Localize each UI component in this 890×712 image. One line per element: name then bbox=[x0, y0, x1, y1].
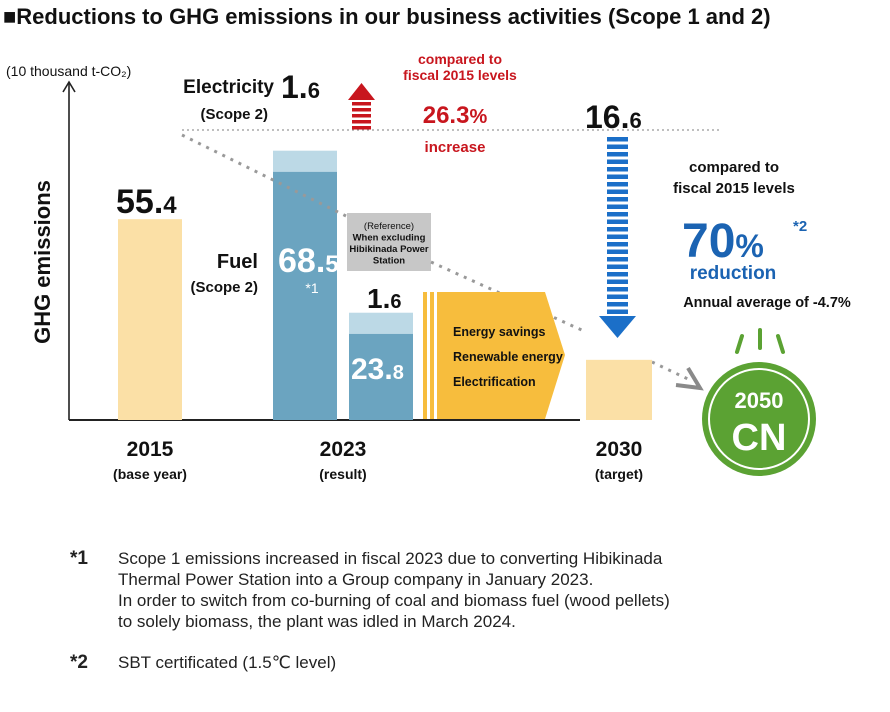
trend-dotted-line bbox=[651, 360, 691, 382]
reduction-arrow-stripe bbox=[607, 264, 628, 269]
measures-stripe bbox=[423, 292, 427, 419]
reduction-arrow-stripe bbox=[607, 249, 628, 254]
reduction-arrow-stripe bbox=[607, 287, 628, 292]
reduction-arrow-stripe bbox=[607, 279, 628, 284]
reduction-arrow-stripe bbox=[607, 257, 628, 262]
reduction-arrow-stripe bbox=[607, 219, 628, 224]
category-year-label: 2030 bbox=[596, 438, 643, 461]
reference-note-line: Hibikinada Power bbox=[349, 244, 428, 255]
reduction-arrow-stripe bbox=[607, 309, 628, 314]
reference-box bbox=[347, 213, 431, 271]
reduction-arrow-stripe bbox=[607, 212, 628, 217]
increase-caption: compared to bbox=[418, 51, 502, 67]
trend-dotted-line bbox=[181, 133, 347, 218]
reduction-arrow-stripe bbox=[607, 137, 628, 142]
reduction-arrow-stripe bbox=[607, 167, 628, 172]
bar-label-reference-electricity: 1.6 bbox=[367, 283, 401, 314]
trend-arrowhead bbox=[675, 366, 704, 391]
increase-value: 26.3% bbox=[423, 102, 488, 129]
y-axis-label: GHG emissions bbox=[30, 180, 55, 344]
footnote-text: Scope 1 emissions increased in fiscal 20… bbox=[118, 549, 670, 631]
measure-item: Electrification bbox=[453, 375, 536, 389]
reduction-word: reduction bbox=[690, 263, 777, 284]
category-sub-label: (target) bbox=[595, 466, 643, 482]
electricity-scope-label: (Scope 2) bbox=[200, 106, 268, 123]
reduction-arrow-stripe bbox=[607, 294, 628, 299]
footnote-text: SBT certificated (1.5℃ level) bbox=[118, 653, 337, 672]
fuel-label: Fuel bbox=[217, 251, 258, 273]
footnote-marker-1: *1 bbox=[305, 280, 318, 296]
reduction-arrow-stripe bbox=[607, 242, 628, 247]
reduction-arrow-stripe bbox=[607, 159, 628, 164]
footnote-marker-2: *2 bbox=[793, 218, 807, 235]
increase-arrow-stripe bbox=[352, 114, 371, 118]
bar-2015 bbox=[118, 219, 182, 420]
fuel-scope-label: (Scope 2) bbox=[190, 279, 258, 296]
reduction-arrow-stripe bbox=[607, 272, 628, 277]
reference-note-line: (Reference) bbox=[364, 221, 414, 232]
increase-caption: fiscal 2015 levels bbox=[403, 67, 517, 83]
y-axis-unit: (10 thousand t-CO₂) bbox=[6, 63, 131, 79]
bar-label-2015: 55.4 bbox=[116, 183, 177, 221]
bar-2023-electricity bbox=[273, 150, 337, 172]
reduction-caption: compared to bbox=[689, 159, 779, 176]
increase-arrow-stripe bbox=[352, 108, 371, 112]
reduction-arrow-stripe bbox=[607, 174, 628, 179]
reduction-arrow-stripe bbox=[607, 182, 628, 187]
reduction-value: 70% bbox=[682, 215, 764, 268]
category-sub-label: (base year) bbox=[113, 466, 187, 482]
cn-ray bbox=[735, 334, 744, 354]
footnote-mark: *1 bbox=[70, 548, 88, 569]
reduction-arrowhead bbox=[599, 316, 636, 338]
reference-note-line: When excluding bbox=[353, 233, 426, 244]
electricity-label: Electricity bbox=[183, 77, 274, 98]
reduction-arrow-stripe bbox=[607, 302, 628, 307]
measures-arrow bbox=[441, 292, 565, 419]
category-year-label: 2015 bbox=[127, 438, 174, 461]
bar-2030 bbox=[586, 359, 652, 420]
reference-note-line: Station bbox=[373, 256, 405, 267]
reduction-arrow-stripe bbox=[607, 197, 628, 202]
bar-label-2030: 16.6 bbox=[585, 99, 642, 135]
measure-item: Renewable energy bbox=[453, 350, 563, 364]
category-sub-label: (result) bbox=[319, 466, 366, 482]
cn-year: 2050 bbox=[735, 388, 784, 413]
reduction-caption: fiscal 2015 levels bbox=[673, 180, 795, 197]
increase-arrowhead bbox=[348, 83, 375, 100]
increase-arrow-stripe bbox=[352, 126, 371, 130]
footnotes: *1 Scope 1 emissions increased in fiscal… bbox=[70, 548, 870, 673]
increase-word: increase bbox=[425, 139, 486, 156]
increase-arrow-stripe bbox=[352, 120, 371, 124]
chart-layer: (10 thousand t-CO₂) GHG emissions 55.4 68.5… bbox=[6, 51, 851, 482]
reduction-arrow-stripe bbox=[607, 227, 628, 232]
trend-dotted-line bbox=[430, 260, 587, 334]
category-year-label: 2023 bbox=[320, 438, 367, 461]
bar-2023-fuel bbox=[273, 171, 337, 420]
chart-title: ■Reductions to GHG emissions in our busi… bbox=[3, 4, 771, 29]
bar-reference-electricity bbox=[349, 312, 413, 334]
cn-badge-ring bbox=[708, 368, 810, 470]
cn-badge bbox=[702, 362, 816, 476]
measure-item: Energy savings bbox=[453, 325, 545, 339]
footnote-2: *2 SBT certificated (1.5℃ level) bbox=[70, 652, 870, 673]
bar-label-2023-fuel: 68.5 bbox=[278, 242, 339, 280]
cn-label: CN bbox=[732, 417, 787, 459]
reduction-arrow-stripe bbox=[607, 189, 628, 194]
footnote-mark: *2 bbox=[70, 652, 88, 673]
reduction-arrow-stripe bbox=[607, 144, 628, 149]
measures-stripe bbox=[437, 292, 441, 419]
measures-stripe bbox=[430, 292, 434, 419]
footnote-1: *1 Scope 1 emissions increased in fiscal… bbox=[70, 548, 870, 632]
reduction-arrow-stripe bbox=[607, 152, 628, 157]
annual-average: Annual average of -4.7% bbox=[683, 295, 851, 311]
bar-label-2023-electricity: 1.6 bbox=[281, 69, 320, 105]
y-axis-arrowhead bbox=[62, 80, 76, 93]
bar-reference-fuel bbox=[349, 333, 413, 420]
reduction-arrow-stripe bbox=[607, 204, 628, 209]
increase-arrow-stripe bbox=[352, 102, 371, 106]
reduction-arrow-stripe bbox=[607, 234, 628, 239]
bar-label-reference-fuel: 23.8 bbox=[351, 353, 404, 386]
cn-ray bbox=[776, 334, 785, 354]
